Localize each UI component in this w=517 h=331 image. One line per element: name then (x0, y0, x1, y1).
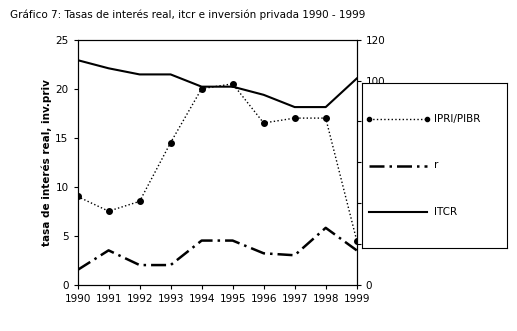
Line: IPRI/PIBR: IPRI/PIBR (75, 81, 359, 243)
ITCR (292, 105, 298, 109)
Y-axis label: tasa de interés real, inv.priv: tasa de interés real, inv.priv (42, 79, 53, 246)
IPRI/PIBR (230, 82, 236, 86)
r (230, 239, 236, 243)
ITCR (136, 72, 143, 76)
r (354, 248, 360, 252)
Text: Gráfico 7: Tasas de interés real, itcr e inversión privada 1990 - 1999: Gráfico 7: Tasas de interés real, itcr e… (10, 10, 366, 21)
r (168, 263, 174, 267)
Line: ITCR: ITCR (78, 60, 357, 107)
IPRI/PIBR (354, 239, 360, 243)
IPRI/PIBR (292, 116, 298, 120)
ITCR (354, 76, 360, 80)
Text: ITCR: ITCR (434, 207, 458, 217)
r (323, 226, 329, 230)
r (136, 263, 143, 267)
IPRI/PIBR (136, 199, 143, 203)
r (74, 268, 81, 272)
IPRI/PIBR (74, 195, 81, 199)
Text: IPRI/PIBR: IPRI/PIBR (434, 114, 481, 124)
r (261, 251, 267, 255)
ITCR (105, 66, 112, 70)
r (199, 239, 205, 243)
ITCR (261, 93, 267, 97)
IPRI/PIBR (323, 116, 329, 120)
ITCR (199, 85, 205, 89)
ITCR (168, 72, 174, 76)
Line: r: r (78, 228, 357, 270)
IPRI/PIBR (105, 209, 112, 213)
Text: r: r (434, 161, 438, 170)
IPRI/PIBR (199, 87, 205, 91)
ITCR (323, 105, 329, 109)
Y-axis label: itcr: itcr (390, 153, 400, 171)
r (105, 248, 112, 252)
IPRI/PIBR (168, 141, 174, 145)
IPRI/PIBR (261, 121, 267, 125)
ITCR (74, 58, 81, 62)
ITCR (230, 85, 236, 89)
r (292, 253, 298, 257)
